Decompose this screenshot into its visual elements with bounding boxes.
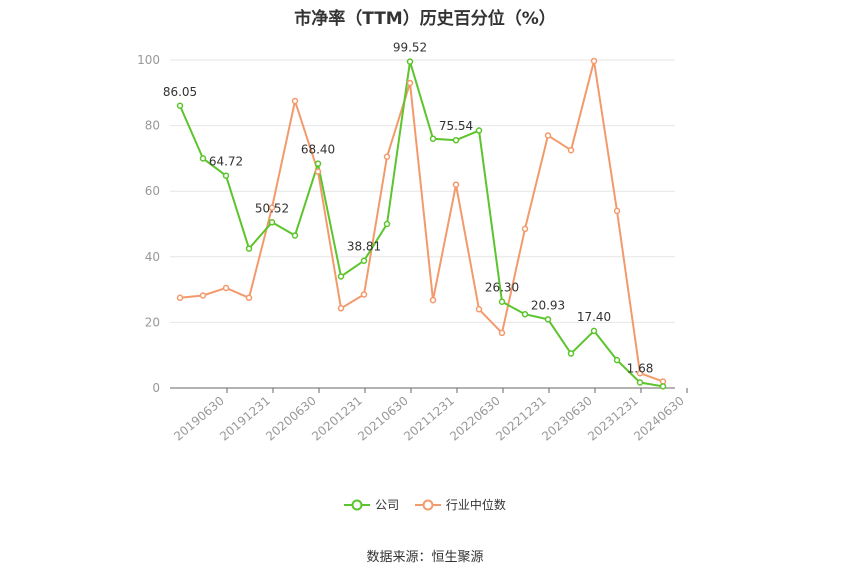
series-0-point-16 <box>544 316 552 323</box>
series-0-point-21 <box>659 383 667 390</box>
series-1-point-4 <box>268 204 276 211</box>
x-tick-label-20221231: 20221231 <box>493 394 549 444</box>
y-tick-label-100: 100 <box>137 53 160 67</box>
data-label-12: 75.54 <box>439 119 473 133</box>
x-tick-label-20220630: 20220630 <box>447 394 503 444</box>
x-tick-label-20200630: 20200630 <box>263 394 319 444</box>
data-label-18: 17.40 <box>577 310 611 324</box>
series-1-point-1 <box>199 292 207 299</box>
legend: 公司 行业中位数 <box>0 496 850 514</box>
series-1-point-15 <box>521 225 529 233</box>
series-0-point-2 <box>222 172 230 179</box>
data-labels: 86.05 64.72 50.52 68.40 38.81 99.52 75.54 26.30… <box>163 41 654 376</box>
legend-swatch-company <box>344 499 371 510</box>
series-1-point-11 <box>429 296 437 304</box>
series-line-0 <box>179 60 664 388</box>
series-1-point-16 <box>544 132 552 139</box>
series-1-point-17 <box>567 146 575 154</box>
legend-item-company[interactable]: 公司 <box>344 496 399 513</box>
series-0-point-12 <box>452 136 460 144</box>
series-0-point-1 <box>199 155 207 162</box>
series-0-point-10 <box>406 58 414 65</box>
data-label-14: 26.30 <box>485 281 519 295</box>
series-0-point-7 <box>337 273 345 280</box>
x-tick-label-20190630: 20190630 <box>171 394 227 444</box>
series-1-point-10 <box>406 79 414 87</box>
series-0-point-18 <box>590 327 598 335</box>
series-0-point-5 <box>291 232 299 239</box>
series-0-point-13 <box>475 127 483 134</box>
x-tick-label-20211231: 20211231 <box>401 394 457 444</box>
chart-title: 市净率（TTM）历史百分位（%） <box>294 9 556 29</box>
series-0-point-9 <box>383 220 391 228</box>
legend-label-industry-median: 行业中位数 <box>445 498 506 512</box>
data-label-4: 50.52 <box>255 201 289 215</box>
x-axis: 2019063020191231202006302020123120210630… <box>170 387 688 444</box>
y-tick-label-40: 40 <box>145 250 160 264</box>
y-tick-label-0: 0 <box>152 381 160 395</box>
series-1-point-7 <box>337 305 345 312</box>
series-0-point-11 <box>429 135 437 142</box>
data-source: 数据来源：恒生聚源 <box>366 550 484 565</box>
series-lines <box>179 59 664 388</box>
series-1-point-14 <box>498 329 506 337</box>
series-0-point-15 <box>521 310 529 318</box>
data-points <box>176 57 667 390</box>
series-0-point-20 <box>636 379 644 386</box>
series-1-point-6 <box>314 168 322 175</box>
series-1-point-12 <box>452 181 460 188</box>
series-0-point-19 <box>613 356 621 364</box>
series-0-point-4 <box>268 219 276 226</box>
data-label-2: 64.72 <box>209 155 243 169</box>
series-0-point-0 <box>176 102 184 110</box>
series-0-point-8 <box>360 257 368 264</box>
series-1-point-20 <box>636 369 644 377</box>
x-tick-label-20191231: 20191231 <box>217 394 273 444</box>
grid-lines <box>170 59 675 323</box>
series-0-point-14 <box>498 298 506 305</box>
data-label-10: 99.52 <box>393 41 427 55</box>
y-tick-label-20: 20 <box>145 315 160 329</box>
x-tick-label-20240630: 20240630 <box>631 394 687 444</box>
y-tick-label-80: 80 <box>145 119 160 133</box>
x-tick-label-20201231: 20201231 <box>309 394 365 444</box>
data-label-6: 68.40 <box>301 143 335 157</box>
x-tick-label-20231231: 20231231 <box>585 394 641 444</box>
series-1-point-9 <box>383 153 391 161</box>
x-tick-label-20210630: 20210630 <box>355 394 411 444</box>
data-label-8: 38.81 <box>347 240 381 254</box>
data-label-20: 1.68 <box>627 361 654 375</box>
y-tick-label-60: 60 <box>145 184 160 198</box>
data-label-16: 20.93 <box>531 298 565 312</box>
series-1-point-0 <box>176 294 184 302</box>
y-axis: 0 20 40 60 80 100 <box>137 53 160 395</box>
series-1-point-19 <box>613 207 621 215</box>
data-label-0: 86.05 <box>163 85 197 99</box>
series-1-point-2 <box>222 284 230 292</box>
series-1-point-13 <box>475 306 483 313</box>
series-line-1 <box>179 59 664 383</box>
series-1-point-18 <box>590 57 598 65</box>
series-0-point-3 <box>245 245 253 252</box>
series-1-point-8 <box>360 291 368 298</box>
x-tick-label-20230630: 20230630 <box>539 394 595 444</box>
series-0-point-6 <box>314 160 322 167</box>
series-1-point-3 <box>245 294 253 302</box>
legend-label-company: 公司 <box>375 498 400 512</box>
series-1-point-5 <box>291 97 299 105</box>
series-0-point-17 <box>567 350 575 357</box>
legend-item-industry-median[interactable]: 行业中位数 <box>414 496 506 513</box>
legend-swatch-industry-median <box>414 499 441 510</box>
